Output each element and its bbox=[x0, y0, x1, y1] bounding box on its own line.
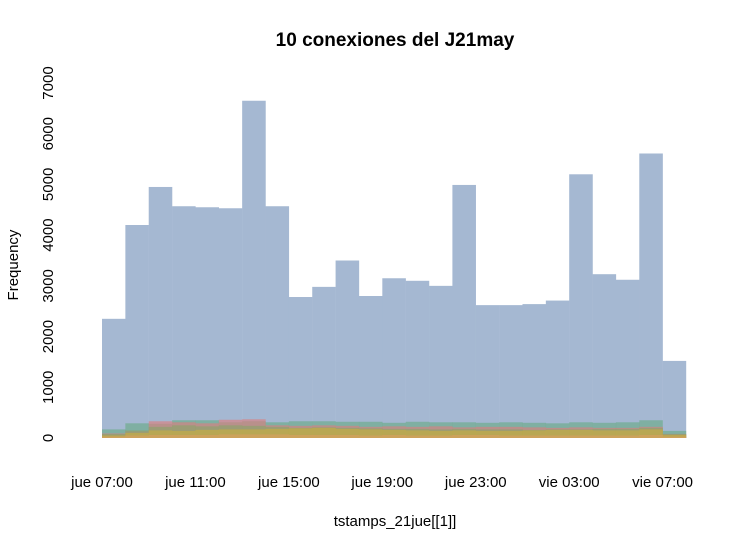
histogram-bar bbox=[125, 435, 149, 438]
histogram-bar bbox=[662, 360, 687, 438]
histogram-bar bbox=[148, 434, 173, 438]
y-tick-label: 0 bbox=[40, 434, 57, 442]
x-tick-label: vie 07:00 bbox=[632, 474, 693, 491]
histogram-bar bbox=[265, 434, 290, 438]
histogram-bar bbox=[452, 184, 476, 438]
histogram-bar bbox=[499, 305, 523, 438]
y-axis: 0 1000 2000 3000 4000 5000 6000 7000 bbox=[40, 66, 57, 442]
y-tick-label: 3000 bbox=[40, 269, 57, 302]
histogram-bar bbox=[335, 434, 360, 438]
histogram-bar bbox=[382, 434, 406, 438]
histogram-bar bbox=[522, 304, 547, 438]
histogram-bar bbox=[592, 435, 617, 438]
histogram-bar bbox=[592, 430, 617, 438]
histogram-bar bbox=[242, 100, 266, 438]
histogram-bar bbox=[592, 274, 617, 438]
x-tick-label: jue 15:00 bbox=[257, 474, 320, 491]
histogram-bar bbox=[429, 285, 453, 438]
histogram-bar bbox=[499, 435, 523, 438]
histogram-bar bbox=[522, 435, 547, 438]
histogram-bar bbox=[452, 434, 476, 438]
histogram-bar bbox=[639, 429, 663, 438]
y-axis-label: Frequency bbox=[5, 229, 22, 300]
histogram-bar bbox=[522, 430, 547, 438]
histogram-bar bbox=[335, 428, 360, 438]
histogram-bar bbox=[218, 429, 243, 438]
histogram-bar bbox=[195, 207, 219, 438]
histogram-bar bbox=[288, 428, 313, 438]
histogram-bar bbox=[148, 430, 173, 438]
x-tick-label: jue 23:00 bbox=[444, 474, 507, 491]
histogram-bar bbox=[358, 296, 383, 438]
histogram-bar bbox=[242, 429, 266, 438]
x-tick-label: vie 03:00 bbox=[539, 474, 600, 491]
histogram-bar bbox=[148, 186, 173, 438]
histogram-bar bbox=[382, 429, 406, 438]
x-tick-label: jue 19:00 bbox=[350, 474, 413, 491]
y-tick-label: 7000 bbox=[40, 66, 57, 99]
histogram-bar bbox=[172, 206, 196, 438]
histogram-bar bbox=[195, 429, 219, 438]
histogram-bar bbox=[545, 429, 570, 438]
histogram-bar bbox=[475, 434, 500, 438]
chart-title: 10 conexiones del J21may bbox=[276, 30, 515, 51]
histogram-bar bbox=[569, 435, 593, 438]
histogram-bar bbox=[102, 318, 126, 438]
histogram-bar bbox=[288, 297, 313, 438]
histogram-bar bbox=[405, 435, 430, 438]
plot-area bbox=[102, 100, 687, 439]
y-tick-label: 2000 bbox=[40, 320, 57, 353]
histogram-bar bbox=[288, 434, 313, 438]
histogram-bar bbox=[218, 208, 243, 438]
histogram-bar bbox=[172, 434, 196, 438]
histogram-bar bbox=[545, 435, 570, 438]
histogram-bar bbox=[569, 429, 593, 438]
histogram-series-6 bbox=[102, 434, 687, 438]
histogram-bar bbox=[452, 430, 476, 438]
histogram-bar bbox=[662, 434, 687, 438]
histogram-bar bbox=[382, 278, 406, 438]
histogram-bar bbox=[242, 434, 266, 438]
histogram-bar bbox=[218, 434, 243, 438]
histogram-bar bbox=[312, 286, 336, 438]
histogram-bar bbox=[358, 435, 383, 438]
histogram-bar bbox=[172, 430, 196, 438]
histogram-bar bbox=[125, 225, 149, 438]
histogram-bar bbox=[615, 430, 640, 438]
histogram-bar bbox=[312, 427, 336, 438]
y-tick-label: 1000 bbox=[40, 371, 57, 404]
histogram-bar bbox=[429, 430, 453, 438]
histogram-bar bbox=[335, 260, 360, 438]
histogram-bar bbox=[195, 434, 219, 438]
histogram-series-1 bbox=[102, 100, 687, 439]
x-tick-label: jue 07:00 bbox=[70, 474, 133, 491]
histogram-bar bbox=[499, 430, 523, 438]
histogram-bar bbox=[405, 430, 430, 438]
histogram-bar bbox=[358, 429, 383, 438]
y-tick-label: 6000 bbox=[40, 117, 57, 150]
histogram-bar bbox=[569, 174, 593, 439]
histogram-bar bbox=[312, 434, 336, 438]
histogram-bar bbox=[429, 435, 453, 438]
histogram-bar bbox=[662, 436, 687, 438]
x-axis-label: tstamps_21jue[[1]] bbox=[334, 513, 457, 530]
x-axis: jue 07:00 jue 11:00 jue 15:00 jue 19:00 jue … bbox=[70, 474, 693, 491]
histogram-bar bbox=[615, 279, 640, 438]
histogram-bar bbox=[265, 428, 290, 438]
histogram-bar bbox=[545, 300, 570, 438]
histogram-bar bbox=[639, 434, 663, 438]
y-tick-label: 4000 bbox=[40, 218, 57, 251]
histogram-bar bbox=[639, 153, 663, 439]
histogram-bar bbox=[475, 305, 500, 438]
histogram-bar bbox=[475, 430, 500, 438]
histogram-bar bbox=[265, 206, 290, 438]
histogram-bar bbox=[405, 280, 430, 438]
histogram-bar bbox=[615, 435, 640, 438]
histogram-bar bbox=[102, 436, 126, 438]
y-tick-label: 5000 bbox=[40, 168, 57, 201]
x-tick-label: jue 11:00 bbox=[164, 474, 226, 491]
